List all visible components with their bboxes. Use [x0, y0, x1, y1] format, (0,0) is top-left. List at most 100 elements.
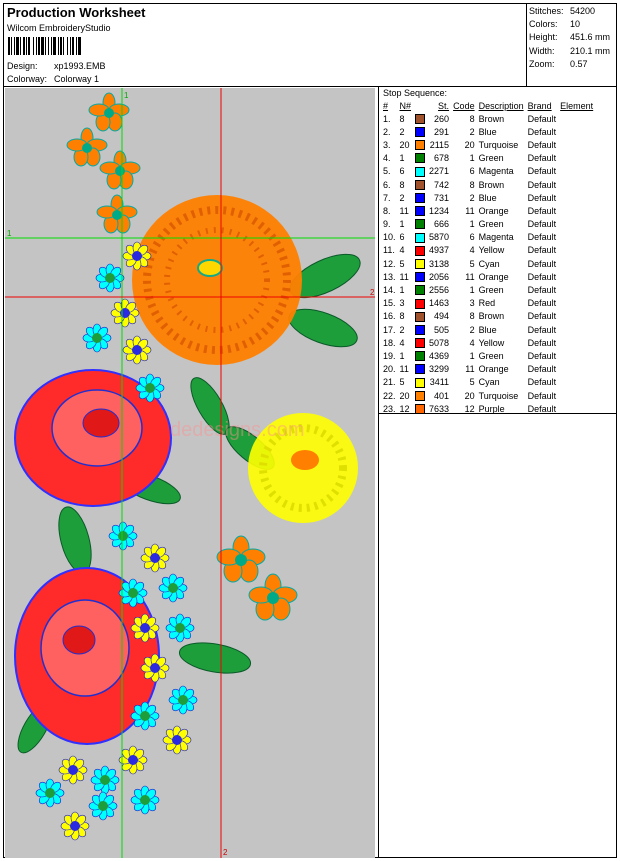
color-swatch [415, 272, 426, 283]
table-row: 10. 6 5870 6 Magenta Default [381, 231, 595, 244]
color-code: 5 [469, 377, 475, 388]
thread-brand: Default [527, 139, 557, 150]
thread-brand: Default [527, 285, 557, 296]
stop-index: 3. [383, 139, 391, 150]
barcode-bar [20, 37, 21, 55]
stop-index: 20. [383, 364, 396, 375]
thread-brand: Default [527, 166, 557, 177]
stat-stitches: Stitches: 54200 [529, 6, 596, 16]
color-swatch [415, 351, 426, 362]
daisy [135, 373, 165, 403]
color-swatch [415, 338, 426, 349]
thread-brand: Default [527, 298, 557, 309]
element-cell [558, 323, 595, 336]
thread-brand: Default [527, 219, 557, 230]
stop-index: 14. [383, 285, 396, 296]
element-cell [558, 257, 595, 270]
color-swatch [415, 206, 426, 217]
element-cell [558, 125, 595, 138]
watermark: dedesigns.com [170, 419, 305, 441]
needle-number: 1 [399, 350, 405, 361]
stitch-count: 2056 [429, 271, 450, 282]
color-code: 11 [465, 205, 475, 216]
stitch-count: 1463 [429, 298, 450, 309]
color-swatch [413, 349, 427, 362]
thread-brand: Default [527, 403, 557, 414]
stitch-count: 3299 [429, 364, 450, 375]
col-header-brand: Brand [527, 101, 552, 111]
barcode-bar [36, 37, 37, 55]
stitch-count: 2271 [429, 166, 450, 177]
color-swatch [413, 402, 427, 415]
barcode-bar [48, 37, 49, 55]
stop-index: 11. [383, 245, 395, 256]
table-row: 7. 2 731 2 Blue Default [381, 191, 595, 204]
element-cell [558, 244, 595, 257]
thread-brand: Default [527, 245, 557, 256]
color-description: Cyan [478, 377, 500, 388]
color-code: 2 [469, 126, 475, 137]
color-swatch [413, 178, 427, 191]
barcode-bar [67, 37, 68, 55]
stop-index: 1. [383, 113, 391, 124]
daisy [165, 613, 195, 643]
color-swatch [415, 311, 426, 322]
color-swatch [415, 193, 426, 204]
colorway-value: Colorway 1 [54, 74, 100, 84]
thread-brand: Default [527, 364, 557, 375]
colorway-label: Colorway: [7, 74, 48, 84]
table-row: 18. 4 5078 4 Yellow Default [381, 336, 595, 349]
thread-brand: Default [527, 232, 557, 243]
orange-chrysanthemum [132, 195, 302, 365]
color-code: 6 [469, 166, 475, 177]
needle-number: 20 [399, 390, 410, 401]
needle-number: 5 [399, 258, 405, 269]
barcode-bar [53, 37, 56, 55]
element-cell [558, 204, 595, 217]
color-code: 1 [469, 219, 475, 230]
col-header-stitches: St. [438, 101, 450, 111]
stop-index: 17. [383, 324, 396, 335]
stitch-count: 731 [434, 192, 450, 203]
table-row: 12. 5 3138 5 Cyan Default [381, 257, 595, 270]
needle-number: 8 [399, 179, 405, 190]
cyan-daisies [35, 241, 198, 841]
barcode-bar [58, 37, 59, 55]
color-swatch [415, 219, 426, 230]
color-swatch [413, 389, 427, 402]
color-description: Blue [478, 126, 497, 137]
barcode-bar [14, 37, 15, 55]
color-code: 8 [469, 179, 475, 190]
element-cell [558, 138, 595, 151]
element-cell [558, 310, 595, 323]
color-swatch [415, 298, 426, 309]
color-code: 2 [469, 192, 475, 203]
table-row: 3. 20 2115 20 Turquoise Default [381, 138, 595, 151]
stop-index: 18. [383, 337, 396, 348]
stat-width: Width: 210.1 mm [529, 45, 611, 56]
color-code: 1 [469, 350, 475, 361]
stitch-count: 2556 [429, 285, 450, 296]
needle-number: 6 [399, 232, 405, 243]
stat-colors: Colors: 10 [529, 19, 581, 30]
barcode-bar [41, 37, 44, 55]
design-preview: dedesigns.com 1 2 1 2 [5, 88, 375, 858]
color-description: Green [478, 153, 504, 164]
guide-label: 2 [223, 848, 228, 857]
stop-index: 12. [383, 258, 396, 269]
needle-number: 11 [399, 271, 409, 282]
needle-number: 1 [399, 219, 405, 230]
col-header-description: Description [478, 101, 524, 111]
daisy [82, 323, 112, 353]
barcode-bar [23, 37, 25, 55]
table-row: 11. 4 4937 4 Yellow Default [381, 244, 595, 257]
daisy [168, 685, 198, 715]
design-value: xp1993.EMB [54, 61, 106, 71]
design-row: Design: xp1993.EMB [7, 61, 106, 71]
barcode-bar [16, 37, 19, 55]
daisy [110, 298, 140, 328]
col-header-swatch [413, 100, 427, 112]
color-description: Orange [478, 205, 509, 216]
daisy [140, 543, 170, 573]
table-row: 4. 1 678 1 Green Default [381, 152, 595, 165]
